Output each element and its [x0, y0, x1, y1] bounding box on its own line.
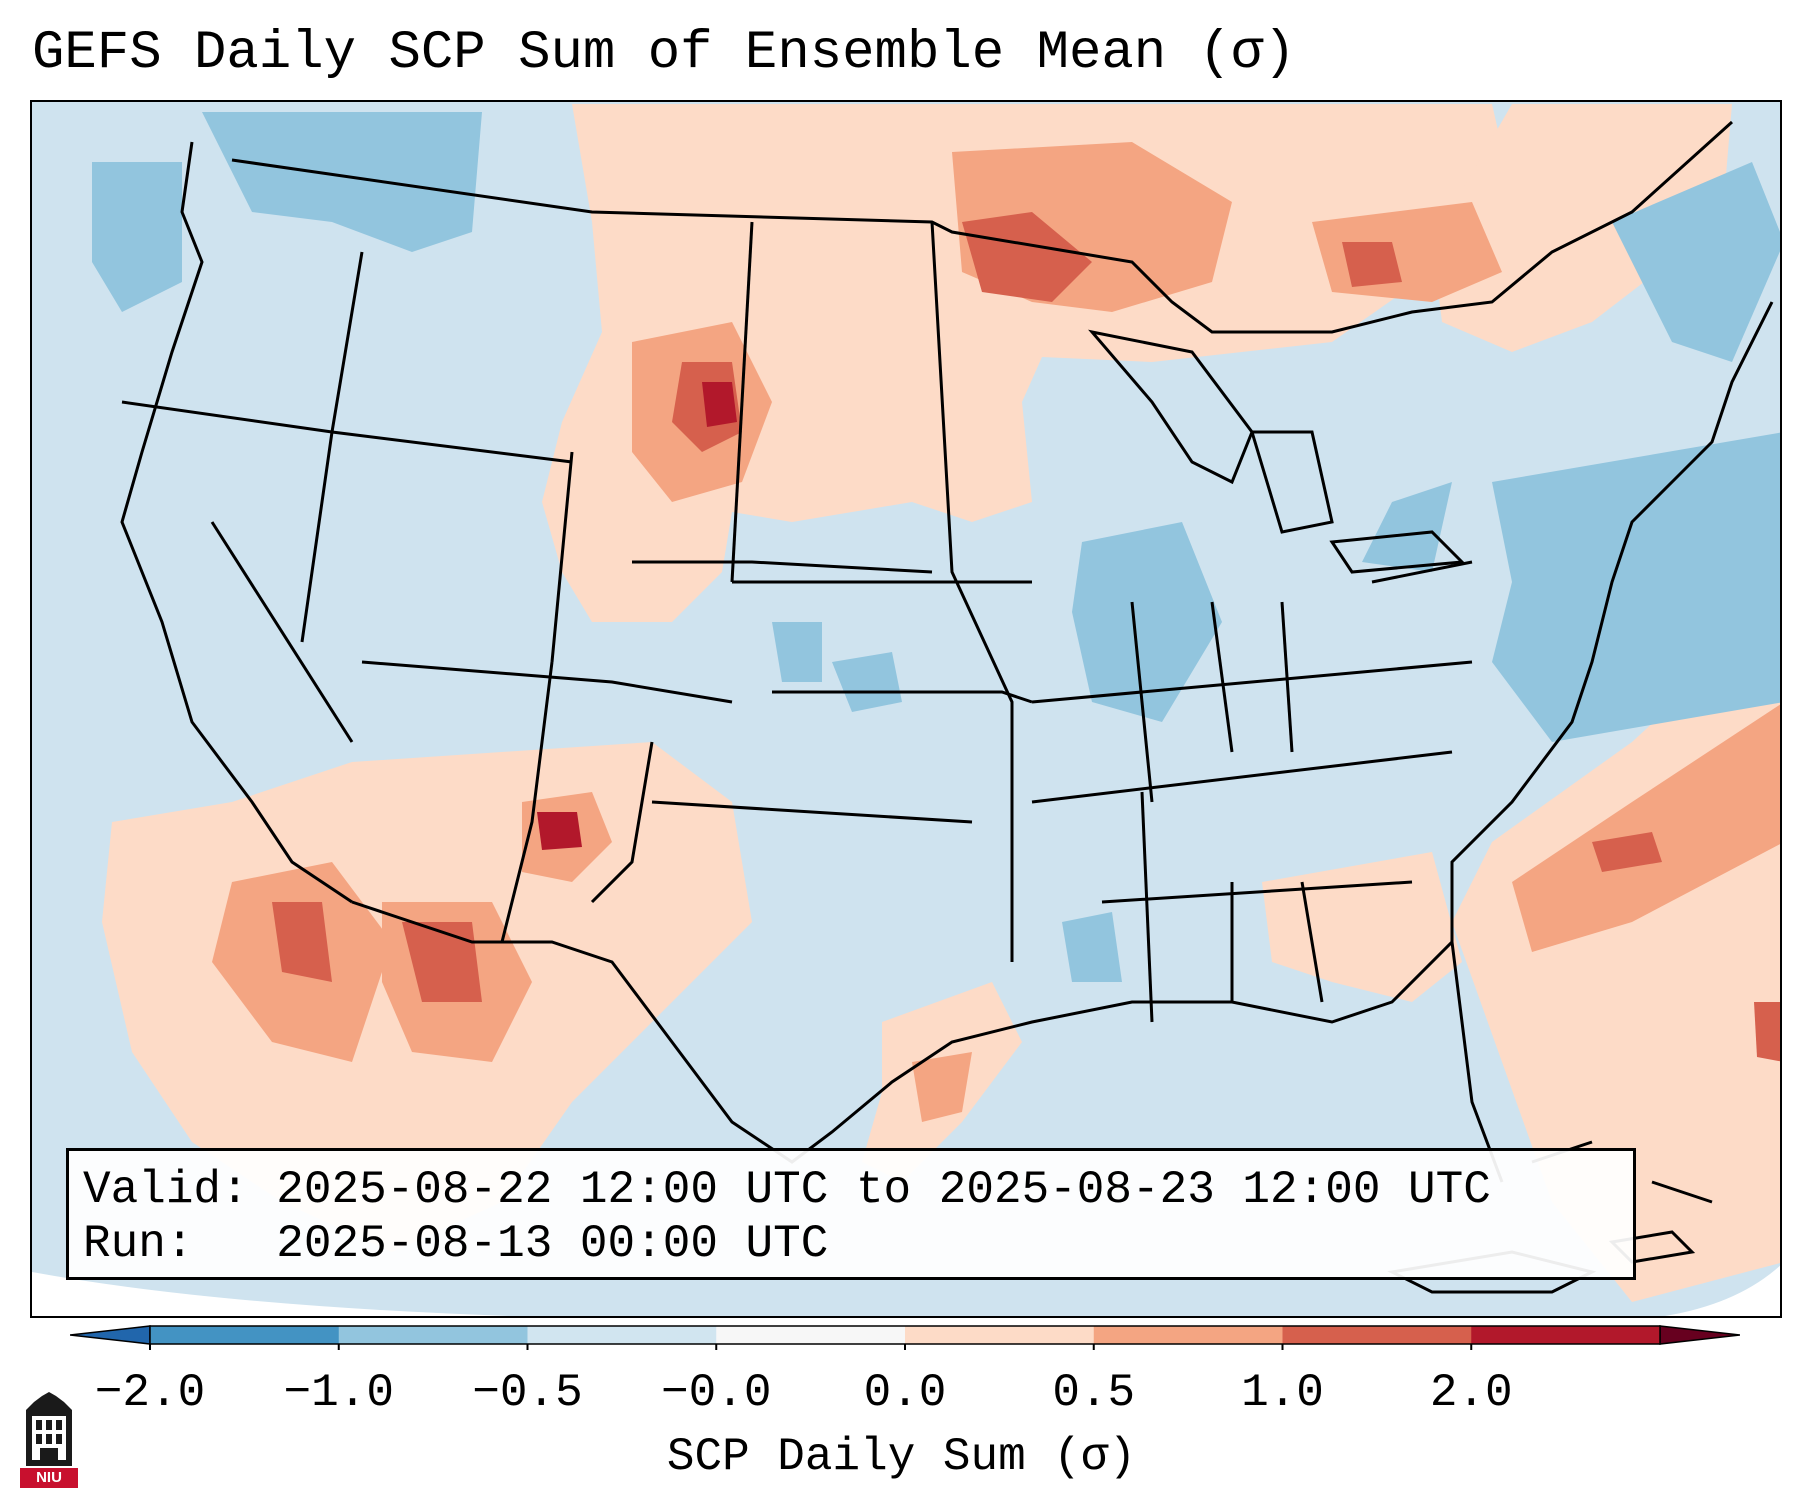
niu-logo: NIU — [20, 1392, 78, 1488]
colorbar-segment — [716, 1326, 906, 1344]
projection-edge — [32, 1272, 510, 1316]
run-line: Run: 2025-08-13 00:00 UTC — [83, 1217, 1633, 1271]
colorbar-under-arrow — [69, 1325, 151, 1345]
colorbar-segment — [905, 1326, 1095, 1344]
colorbar-segment — [527, 1326, 717, 1344]
run-value: 2025-08-13 00:00 UTC — [276, 1218, 829, 1270]
run-label: Run: — [83, 1218, 194, 1270]
logo-text: NIU — [36, 1469, 62, 1486]
map-boundaries — [120, 120, 1774, 1294]
colorbar-segment — [1282, 1326, 1472, 1344]
university-tower-icon — [20, 1392, 78, 1488]
colorbar-tick-label: 2.0 — [1429, 1367, 1513, 1419]
valid-label: Valid: — [83, 1164, 249, 1216]
colorbar-title: SCP Daily Sum (σ) — [666, 1431, 1137, 1483]
colorbar-graphic — [69, 1325, 1741, 1350]
colorbar-segment — [1093, 1326, 1283, 1344]
map-panel — [30, 100, 1782, 1318]
projection-edge-right — [1664, 1265, 1780, 1316]
colorbar — [69, 1320, 1741, 1350]
colorbar-tick-label: 1.0 — [1241, 1367, 1324, 1419]
colorbar-segment — [1471, 1326, 1661, 1344]
colorbar-tick-label: −1.0 — [283, 1367, 394, 1419]
colorbar-tick-label: −2.0 — [94, 1367, 206, 1419]
valid-run-info-box: Valid: 2025-08-22 12:00 UTC to 2025-08-2… — [66, 1148, 1636, 1280]
colorbar-segment — [338, 1326, 528, 1344]
colorbar-over-arrow — [1659, 1325, 1741, 1345]
scp-map — [32, 104, 1780, 1316]
positive-anomalies — [102, 104, 1780, 1302]
negative-anomalies — [92, 112, 1780, 982]
colorbar-segment — [150, 1326, 340, 1344]
valid-value: 2025-08-22 12:00 UTC to 2025-08-23 12:00… — [276, 1164, 1491, 1216]
colorbar-tick-label: 0.0 — [863, 1367, 947, 1419]
map-title: GEFS Daily SCP Sum of Ensemble Mean (σ) — [32, 23, 1296, 84]
colorbar-tick-label: −0.5 — [472, 1367, 583, 1419]
valid-line: Valid: 2025-08-22 12:00 UTC to 2025-08-2… — [83, 1163, 1633, 1217]
colorbar-tick-label: 0.5 — [1052, 1367, 1136, 1419]
colorbar-tick-label: −0.0 — [661, 1367, 772, 1419]
